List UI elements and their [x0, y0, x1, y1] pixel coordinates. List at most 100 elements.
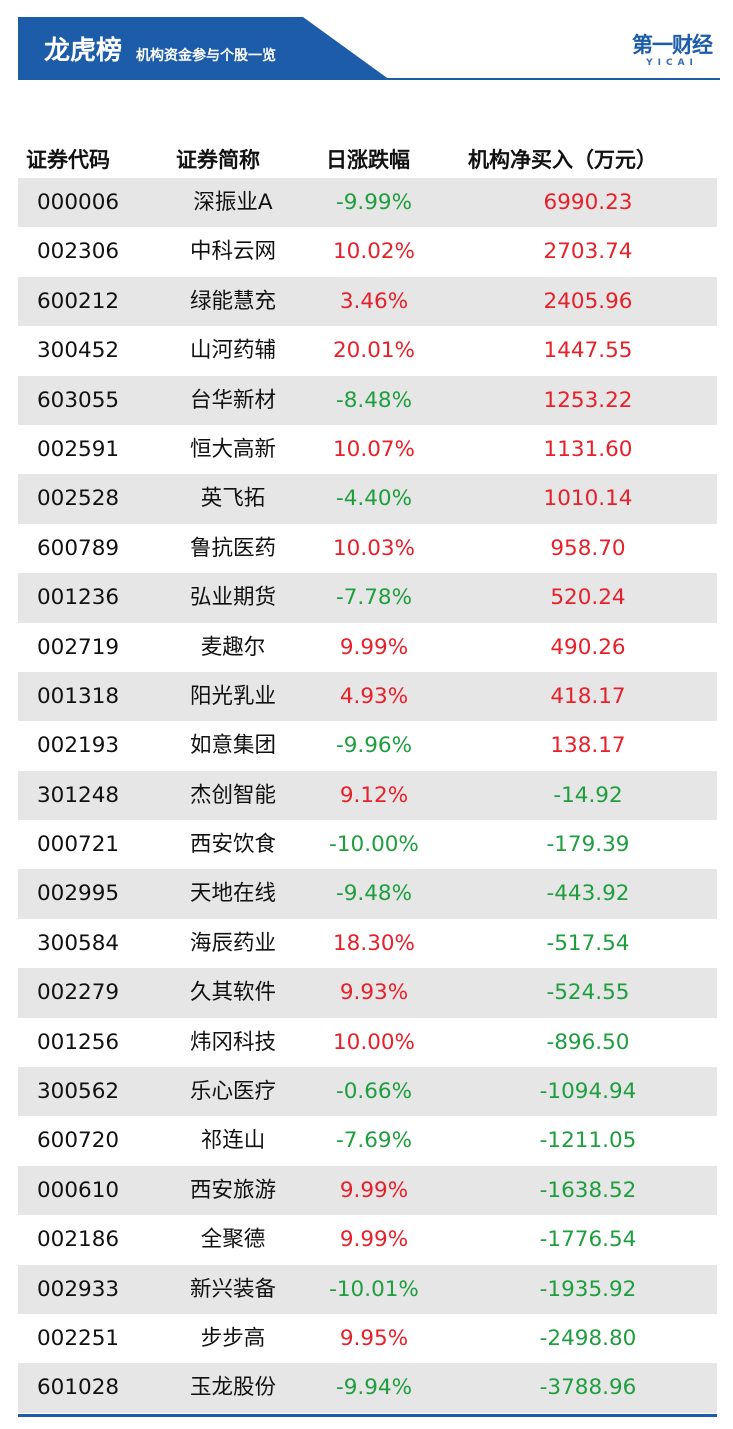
table-header: 证券代码 证券简称 日涨跌幅 机构净买入（万元）: [18, 142, 720, 178]
cell-name: 中科云网: [189, 239, 276, 265]
table-row: 002933 新兴装备 -10.01% -1935.92: [18, 1264, 717, 1314]
cell-code: 300562: [37, 1079, 120, 1105]
cell-name: 山河药辅: [189, 338, 276, 364]
table-row: 002719 麦趣尔 9.99% 490.26: [18, 623, 717, 672]
cell-net-buy: -524.55: [546, 980, 630, 1006]
cell-change: 10.07%: [333, 436, 415, 462]
cell-name: 弘业期货: [189, 585, 276, 611]
cell-net-buy: 1447.55: [543, 338, 633, 364]
table-row: 001256 炜冈科技 10.00% -896.50: [18, 1018, 717, 1067]
cell-net-buy: -1094.94: [539, 1079, 637, 1105]
cell-code: 001256: [37, 1029, 120, 1055]
cell-name: 西安旅游: [189, 1177, 276, 1203]
cell-code: 001318: [37, 683, 120, 709]
cell-name: 西安饮食: [189, 832, 276, 858]
cell-net-buy: 520.24: [550, 585, 626, 611]
cell-name: 恒大高新: [189, 436, 276, 462]
cell-change: -7.69%: [335, 1128, 413, 1154]
cell-name: 祁连山: [200, 1128, 266, 1154]
cell-net-buy: -3788.96: [539, 1375, 637, 1401]
cell-name: 全聚德: [200, 1227, 266, 1253]
cell-net-buy: -1638.52: [539, 1177, 637, 1203]
cell-net-buy: 1131.60: [543, 436, 633, 462]
cell-net-buy: 6990.23: [543, 190, 633, 215]
cell-net-buy: 138.17: [550, 733, 626, 759]
header-underline: [18, 78, 720, 80]
column-header-name: 证券简称: [176, 148, 260, 172]
cell-name: 久其软件: [189, 980, 276, 1006]
cell-change: 9.99%: [339, 634, 409, 660]
cell-code: 301248: [37, 782, 120, 808]
cell-change: -8.48%: [335, 387, 413, 413]
table-row: 002591 恒大高新 10.07% 1131.60: [18, 425, 717, 474]
table-row: 000006 深振业A -9.99% 6990.23: [18, 178, 717, 228]
cell-name: 玉龙股份: [189, 1375, 276, 1401]
cell-change: 9.99%: [339, 1227, 409, 1253]
cell-name: 天地在线: [189, 881, 276, 907]
cell-net-buy: 2703.74: [543, 239, 633, 265]
cell-net-buy: 2405.96: [543, 288, 633, 314]
cell-change: 10.02%: [333, 239, 415, 265]
table-row: 000610 西安旅游 9.99% -1638.52: [18, 1165, 717, 1216]
cell-change: 10.03%: [333, 535, 415, 561]
cell-code: 600789: [37, 535, 120, 561]
cell-code: 600720: [37, 1128, 120, 1154]
cell-name: 台华新材: [189, 387, 276, 413]
cell-name: 乐心医疗: [189, 1079, 276, 1105]
cell-net-buy: 418.17: [550, 683, 626, 709]
footer-rule: [18, 1414, 717, 1417]
cell-net-buy: -2498.80: [539, 1325, 637, 1351]
table-row: 600789 鲁抗医药 10.03% 958.70: [18, 524, 717, 573]
cell-name: 麦趣尔: [200, 634, 266, 660]
cell-net-buy: 1253.22: [543, 387, 633, 413]
cell-code: 002591: [37, 436, 120, 462]
table-row: 002528 英飞拓 -4.40% 1010.14: [18, 474, 717, 524]
table-row: 300452 山河药辅 20.01% 1447.55: [18, 326, 717, 375]
cell-change: 9.93%: [339, 980, 409, 1006]
cell-net-buy: -443.92: [546, 881, 630, 907]
cell-name: 深振业A: [193, 190, 273, 215]
cell-code: 002995: [37, 881, 120, 907]
column-header-change: 日涨跌幅: [326, 148, 410, 172]
cell-code: 300452: [37, 338, 120, 364]
cell-change: 10.00%: [333, 1029, 415, 1055]
table-row: 002279 久其软件 9.93% -524.55: [18, 968, 717, 1018]
cell-code: 603055: [37, 387, 120, 413]
table-row: 002995 天地在线 -9.48% -443.92: [18, 869, 717, 919]
table-row: 601028 玉龙股份 -9.94% -3788.96: [18, 1363, 717, 1413]
cell-code: 000610: [37, 1177, 120, 1203]
table-row: 000721 西安饮食 -10.00% -179.39: [18, 820, 717, 869]
table-row: 002306 中科云网 10.02% 2703.74: [18, 227, 717, 276]
cell-code: 002933: [37, 1276, 120, 1302]
cell-change: -4.40%: [335, 486, 413, 512]
table-row: 600720 祁连山 -7.69% -1211.05: [18, 1116, 717, 1165]
cell-name: 杰创智能: [189, 782, 276, 808]
table-row: 300562 乐心医疗 -0.66% -1094.94: [18, 1067, 717, 1117]
cell-change: 4.93%: [339, 683, 409, 709]
cell-change: 20.01%: [333, 338, 415, 364]
cell-net-buy: -896.50: [546, 1029, 630, 1055]
cell-code: 300584: [37, 930, 120, 956]
cell-code: 002306: [37, 239, 120, 265]
logo-main-text: 第一财经: [632, 33, 713, 57]
cell-code: 002251: [37, 1325, 120, 1351]
cell-change: 18.30%: [333, 930, 415, 956]
cell-net-buy: -517.54: [546, 930, 630, 956]
cell-change: 9.12%: [339, 782, 409, 808]
cell-net-buy: 490.26: [550, 634, 626, 660]
table-row: 002186 全聚德 9.99% -1776.54: [18, 1215, 717, 1264]
table-row: 600212 绿能慧充 3.46% 2405.96: [18, 276, 717, 327]
page-subtitle: 机构资金参与个股一览: [136, 48, 276, 64]
cell-code: 002186: [37, 1227, 120, 1253]
cell-code: 000006: [37, 190, 120, 215]
table-row: 301248 杰创智能 9.12% -14.92: [18, 770, 717, 821]
cell-net-buy: 958.70: [550, 535, 626, 561]
cell-code: 002279: [37, 980, 120, 1006]
cell-code: 001236: [37, 585, 120, 611]
cell-code: 600212: [37, 288, 120, 314]
cell-code: 000721: [37, 832, 120, 858]
table-row: 001318 阳光乳业 4.93% 418.17: [18, 671, 717, 722]
cell-name: 阳光乳业: [189, 683, 276, 709]
cell-change: -9.96%: [335, 733, 413, 759]
